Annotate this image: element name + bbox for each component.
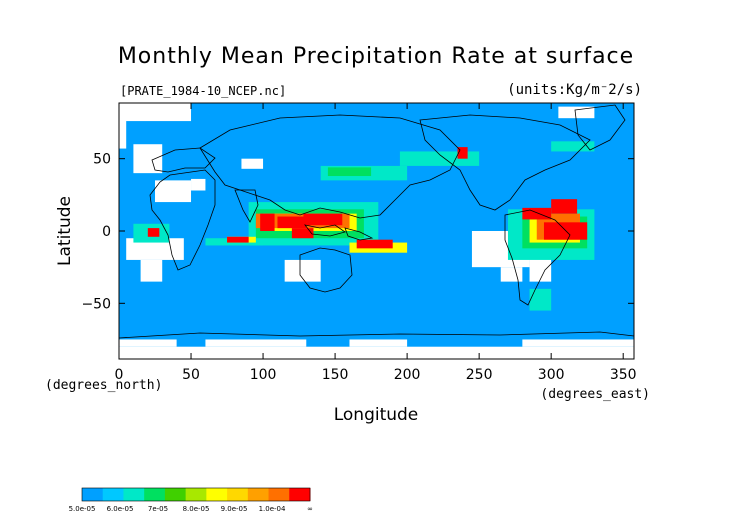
precip-cell-below-16 bbox=[349, 339, 408, 347]
colorbar-swatch bbox=[102, 488, 124, 501]
precip-cell-below-14 bbox=[119, 339, 177, 347]
colorbar-swatch bbox=[144, 488, 166, 501]
colorbar-swatch bbox=[185, 488, 207, 501]
colorbar-swatch bbox=[289, 488, 311, 501]
colorbar-swatch bbox=[247, 488, 270, 501]
x-tick-label: 150 bbox=[322, 367, 349, 383]
x-axis-title: Longitude bbox=[334, 405, 419, 425]
y-axis-title: Latitude bbox=[55, 196, 75, 266]
colorbar-labels: 5.0e-05 6.0e-05 7e-05 8.0e-05 9.0e-05 1.0e-04… bbox=[69, 505, 313, 513]
x-tick-label: 50 bbox=[182, 367, 200, 383]
colorbar-swatch bbox=[123, 488, 145, 501]
precip-cell-max-38 bbox=[291, 228, 314, 239]
precip-cell-max-35 bbox=[260, 213, 275, 231]
precip-cell-below-15 bbox=[205, 339, 307, 347]
precip-cell-6e-05-23 bbox=[529, 288, 552, 311]
precip-cell-max-43 bbox=[227, 236, 249, 243]
precip-cell-below-7 bbox=[140, 259, 163, 282]
y-axis-ticks: −50 0 50 bbox=[81, 152, 634, 312]
precip-cell-max-45 bbox=[147, 228, 160, 237]
x-tick-label: 100 bbox=[250, 367, 277, 383]
precip-cell-below-10 bbox=[500, 267, 523, 282]
precip-cell-below-1 bbox=[133, 144, 163, 174]
precip-cell-below-8 bbox=[284, 259, 321, 282]
precip-cell-below-13 bbox=[119, 346, 634, 359]
x-tick-label: 250 bbox=[466, 367, 493, 383]
x-axis-ticks: 0 50 100 150 200 250 300 350 bbox=[115, 103, 637, 383]
precip-cell-below-4 bbox=[241, 158, 264, 169]
x-axis-unit: (degrees_east) bbox=[540, 387, 650, 402]
y-tick-label: −50 bbox=[81, 296, 111, 312]
precip-cell-below-12 bbox=[558, 106, 595, 119]
precip-cell-max-44 bbox=[457, 147, 468, 159]
precip-cell-max-36 bbox=[277, 216, 307, 229]
y-axis-unit: (degrees_north) bbox=[45, 378, 162, 393]
colorbar-label: 8.0e-05 bbox=[183, 505, 210, 513]
precip-cell-below-3 bbox=[191, 178, 206, 191]
x-tick-label: 350 bbox=[610, 367, 637, 383]
colorbar-swatch bbox=[268, 488, 290, 501]
colorbar-label: 1.0e-04 bbox=[259, 505, 286, 513]
file-label: [PRATE_1984-10_NCEP.nc] bbox=[120, 84, 287, 98]
colorbar-swatch bbox=[82, 488, 104, 501]
colorbar bbox=[81, 487, 311, 502]
chart-title: Monthly Mean Precipitation Rate at surfa… bbox=[117, 44, 635, 69]
precip-cell-max-39 bbox=[356, 239, 393, 249]
y-tick-label: 0 bbox=[102, 224, 111, 240]
precip-cell-8e-05-28 bbox=[327, 167, 372, 177]
precip-cell-max-42 bbox=[551, 199, 578, 214]
precip-cell-below-5 bbox=[119, 103, 192, 122]
colorbar-label: ∞ bbox=[307, 505, 313, 513]
colorbar-label: 9.0e-05 bbox=[221, 505, 248, 513]
x-tick-label: 300 bbox=[538, 367, 565, 383]
colorbar-swatch bbox=[227, 488, 249, 501]
x-tick-label: 200 bbox=[394, 367, 421, 383]
precip-cell-max-40 bbox=[522, 207, 552, 220]
colorbar-label: 6.0e-05 bbox=[107, 505, 134, 513]
units-label: (units:Kg/m⁻2/s) bbox=[507, 82, 642, 98]
colorbar-swatch bbox=[206, 488, 228, 501]
colorbar-label: 5.0e-05 bbox=[69, 505, 96, 513]
colorbar-label: 7e-05 bbox=[148, 505, 168, 513]
colorbar-frame bbox=[81, 487, 311, 502]
precip-cell-6e-05-22 bbox=[551, 141, 595, 152]
y-tick-label: 50 bbox=[93, 152, 111, 168]
colorbar-swatch bbox=[164, 488, 187, 501]
precip-cell-max-37 bbox=[303, 213, 343, 226]
precip-cell-below-2 bbox=[155, 180, 192, 203]
precip-cell-below-0 bbox=[119, 103, 127, 149]
x-tick-label: 0 bbox=[115, 367, 124, 383]
coastline-outlines bbox=[118, 104, 635, 339]
precip-cell-below-17 bbox=[522, 339, 634, 347]
